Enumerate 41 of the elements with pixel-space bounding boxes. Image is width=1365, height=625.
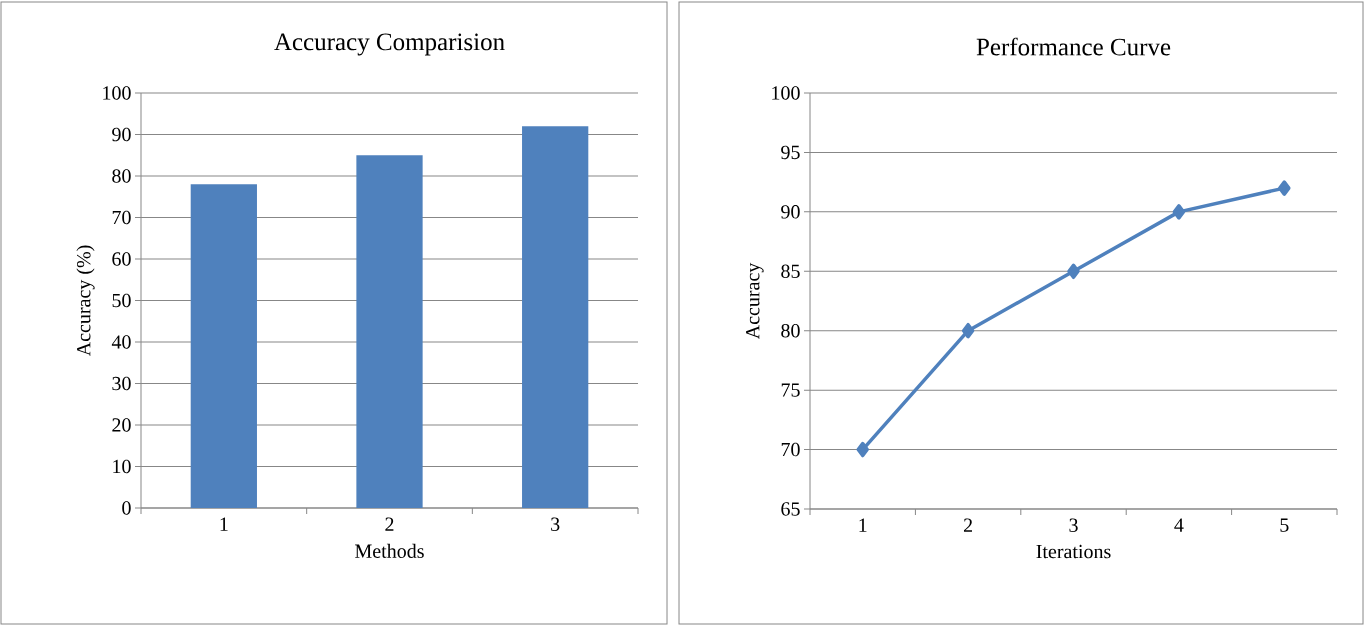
y-tick-label: 0 xyxy=(122,501,131,515)
y-tick-label: 95 xyxy=(781,145,800,160)
x-tick-label: 2 xyxy=(385,517,394,531)
y-tick-label: 65 xyxy=(781,502,800,516)
bar xyxy=(356,155,423,508)
point xyxy=(856,441,869,458)
x-axis-title: Methods xyxy=(355,543,424,558)
y-tick-label: 70 xyxy=(781,442,800,457)
x-axis-title: Iterations xyxy=(1036,544,1111,559)
y-tick-label: 80 xyxy=(781,323,800,338)
bar xyxy=(522,126,589,508)
y-tick-label: 20 xyxy=(112,418,131,432)
point xyxy=(961,322,975,339)
bar xyxy=(190,184,257,508)
x-tick-label: 3 xyxy=(551,517,560,531)
x-tick-label: 3 xyxy=(1069,518,1078,532)
point xyxy=(1278,180,1291,196)
y-tick-label: 60 xyxy=(112,252,131,266)
x-tick-label: 5 xyxy=(1280,518,1289,532)
y-tick-label: 85 xyxy=(781,264,800,279)
y-tick-label: 100 xyxy=(772,86,800,100)
x-tick-label: 1 xyxy=(220,517,228,531)
y-tick-label: 50 xyxy=(112,293,131,308)
x-tick-label: 4 xyxy=(1174,518,1184,532)
chart-title: Accuracy Comparision xyxy=(274,33,505,56)
y-axis-title: Accuracy xyxy=(746,262,764,340)
y-tick-label: 30 xyxy=(112,376,131,391)
y-tick-label: 80 xyxy=(112,169,131,183)
y-tick-label: 90 xyxy=(112,127,131,142)
point xyxy=(1172,204,1186,220)
y-axis-title: Accuracy (%) xyxy=(76,245,95,357)
y-tick-label: 90 xyxy=(781,205,800,219)
x-tick-label: 1 xyxy=(859,518,867,532)
y-tick-label: 40 xyxy=(111,335,131,349)
y-tick-label: 70 xyxy=(112,210,131,225)
y-tick-label: 75 xyxy=(781,383,800,397)
x-tick-label: 2 xyxy=(963,518,972,532)
chart-title: Performance Curve xyxy=(976,37,1171,56)
point xyxy=(1067,263,1080,280)
y-tick-label: 10 xyxy=(113,459,131,474)
y-tick-label: 100 xyxy=(103,86,131,100)
